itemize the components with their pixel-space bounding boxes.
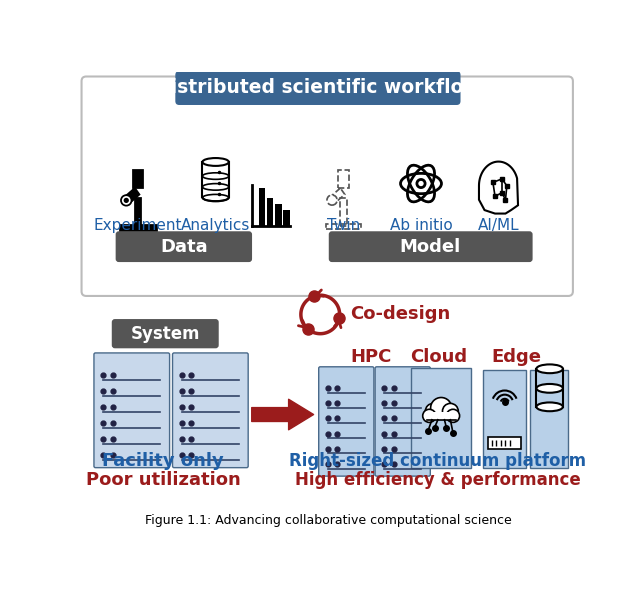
Circle shape bbox=[417, 180, 425, 187]
Polygon shape bbox=[479, 162, 518, 214]
Text: Figure 1.1: Advancing collaborative computational science: Figure 1.1: Advancing collaborative comp… bbox=[145, 515, 511, 527]
Bar bbox=[267, 198, 273, 226]
Circle shape bbox=[422, 409, 436, 422]
Bar bbox=[259, 188, 265, 226]
Text: Experiment: Experiment bbox=[94, 219, 182, 234]
Bar bbox=[275, 204, 282, 226]
Bar bbox=[339, 170, 349, 188]
Text: Twin: Twin bbox=[327, 219, 360, 234]
Bar bbox=[284, 210, 290, 226]
Text: Cloud: Cloud bbox=[410, 348, 467, 366]
Ellipse shape bbox=[536, 403, 563, 412]
FancyBboxPatch shape bbox=[329, 231, 532, 262]
Polygon shape bbox=[124, 188, 140, 204]
Ellipse shape bbox=[536, 364, 563, 373]
FancyBboxPatch shape bbox=[94, 353, 170, 468]
Ellipse shape bbox=[202, 158, 229, 166]
FancyBboxPatch shape bbox=[112, 319, 219, 348]
Text: Model: Model bbox=[399, 238, 461, 256]
Bar bbox=[135, 198, 141, 227]
Circle shape bbox=[124, 198, 129, 203]
Text: Co-design: Co-design bbox=[349, 305, 450, 323]
FancyBboxPatch shape bbox=[375, 367, 430, 476]
FancyBboxPatch shape bbox=[81, 77, 573, 296]
Bar bbox=[427, 412, 456, 420]
Text: Analytics: Analytics bbox=[181, 219, 250, 234]
Text: HPC: HPC bbox=[350, 348, 391, 366]
Text: Data: Data bbox=[160, 238, 207, 256]
Bar bbox=[340, 198, 347, 226]
Bar bbox=[488, 437, 521, 449]
Text: Distributed scientific workflow: Distributed scientific workflow bbox=[155, 78, 481, 97]
FancyBboxPatch shape bbox=[173, 353, 248, 468]
Circle shape bbox=[426, 403, 441, 419]
Text: Right-sized continuum platform: Right-sized continuum platform bbox=[289, 452, 587, 470]
Bar bbox=[202, 161, 229, 198]
Circle shape bbox=[442, 403, 458, 419]
FancyBboxPatch shape bbox=[116, 231, 252, 262]
Text: AI/ML: AI/ML bbox=[477, 219, 519, 234]
Text: Facility only: Facility only bbox=[102, 452, 224, 470]
FancyBboxPatch shape bbox=[483, 370, 525, 468]
Bar bbox=[120, 225, 157, 231]
Bar bbox=[326, 224, 362, 229]
Text: Edge: Edge bbox=[492, 348, 541, 366]
Ellipse shape bbox=[536, 384, 563, 393]
Circle shape bbox=[431, 398, 452, 419]
Bar bbox=[133, 170, 143, 188]
Circle shape bbox=[447, 409, 460, 422]
Text: High efficiency & performance: High efficiency & performance bbox=[295, 471, 581, 489]
Text: Ab initio: Ab initio bbox=[390, 219, 452, 234]
Circle shape bbox=[327, 195, 337, 205]
Text: Poor utilization: Poor utilization bbox=[86, 471, 240, 489]
Circle shape bbox=[121, 195, 132, 205]
Ellipse shape bbox=[202, 193, 229, 201]
FancyBboxPatch shape bbox=[411, 368, 472, 468]
FancyBboxPatch shape bbox=[529, 370, 568, 468]
Text: System: System bbox=[131, 325, 200, 343]
FancyBboxPatch shape bbox=[175, 71, 461, 105]
FancyBboxPatch shape bbox=[319, 367, 374, 476]
